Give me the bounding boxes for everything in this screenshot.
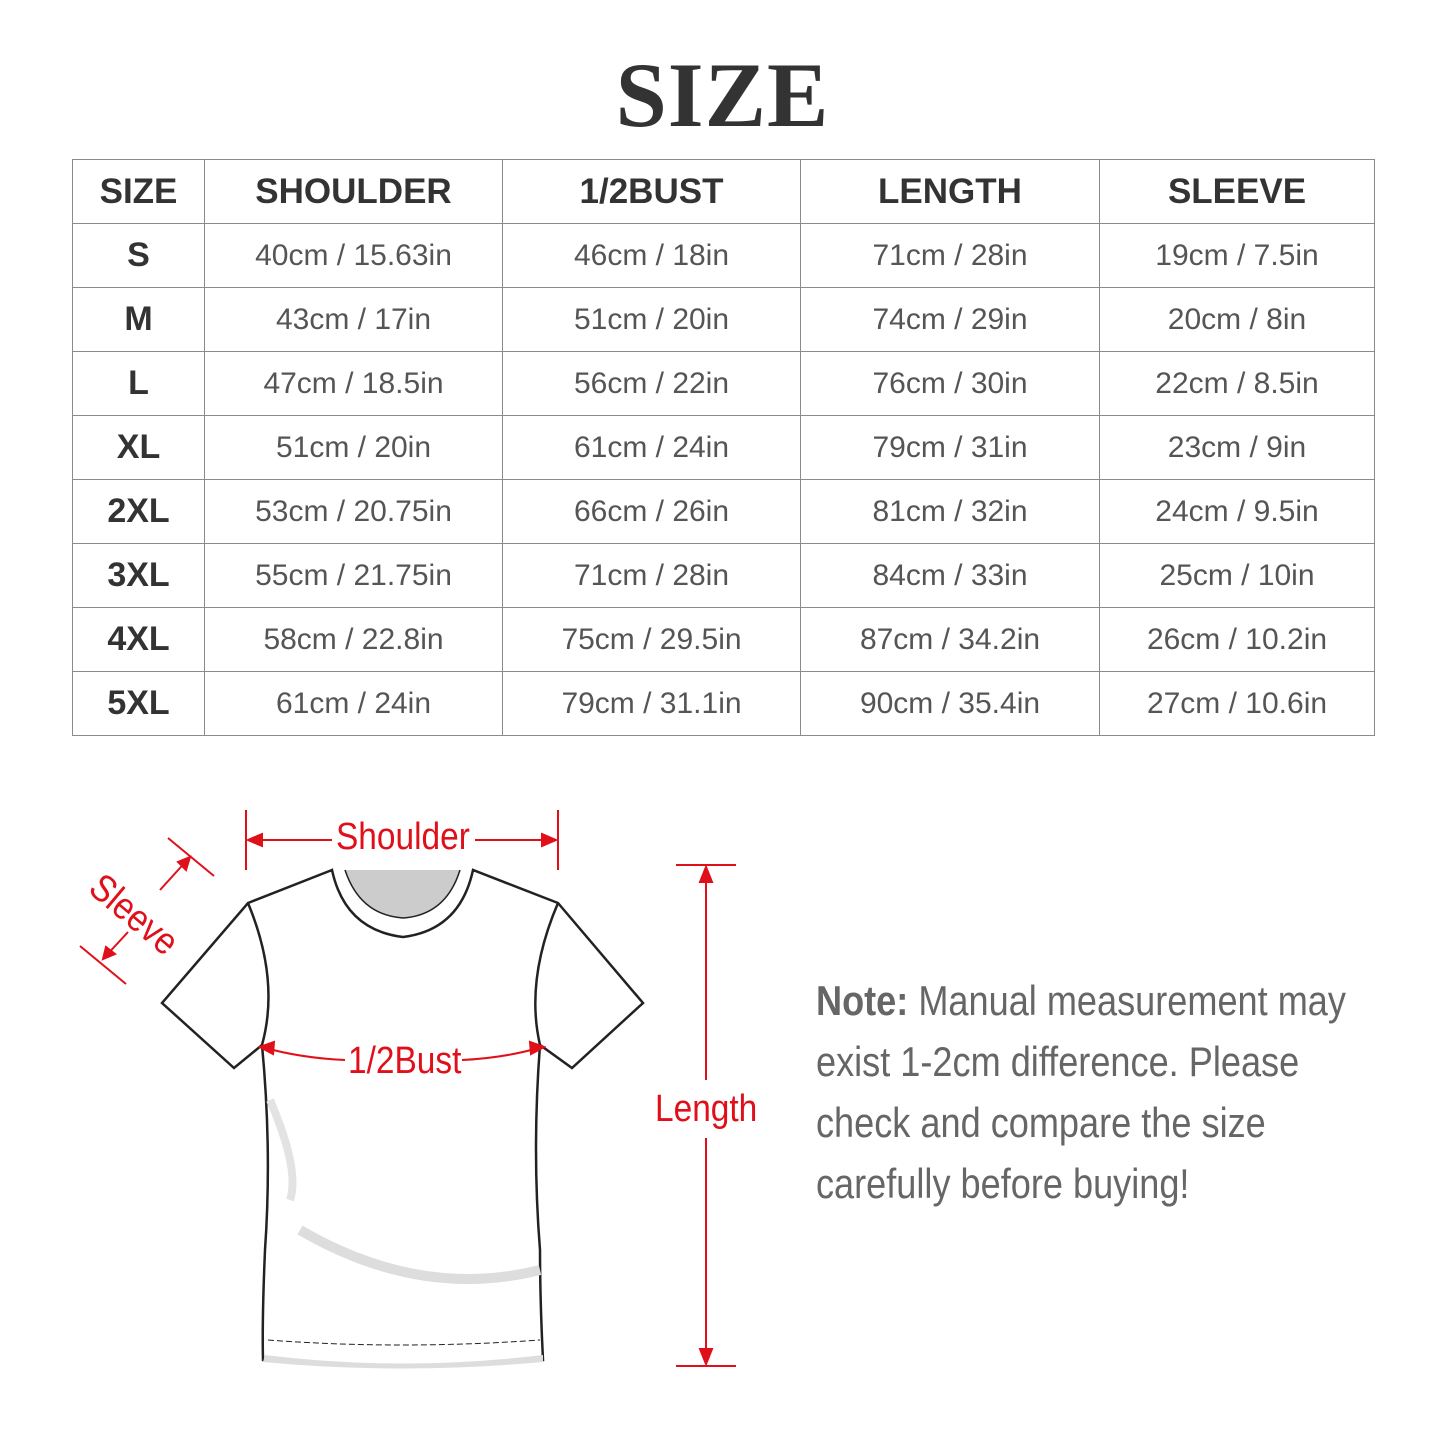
measure-lines [79, 810, 736, 1367]
header-length: LENGTH [800, 159, 1100, 224]
size-cell: L [72, 351, 205, 416]
header-bust: 1/2BUST [502, 159, 801, 224]
measurement-cell: 24cm / 9.5in [1099, 479, 1375, 544]
measurement-cell: 76cm / 30in [800, 351, 1100, 416]
measurement-cell: 74cm / 29in [800, 287, 1100, 352]
header-size: SIZE [72, 159, 205, 224]
size-cell: 2XL [72, 479, 205, 544]
table-row: 2XL 53cm / 20.75in 66cm / 26in 81cm / 32in 2… [72, 479, 1375, 544]
page-title: SIZE [615, 44, 830, 146]
measurement-cell: 51cm / 20in [502, 287, 801, 352]
note-label: Note: [816, 977, 909, 1024]
measurement-cell: 40cm / 15.63in [204, 223, 503, 288]
tshirt-icon [160, 868, 645, 1369]
size-cell: 5XL [72, 671, 205, 736]
table-row: S 40cm / 15.63in 46cm / 18in 71cm / 28in 19c… [72, 223, 1375, 288]
measurement-cell: 43cm / 17in [204, 287, 503, 352]
measurement-cell: 26cm / 10.2in [1099, 607, 1375, 672]
header-sleeve: SLEEVE [1099, 159, 1375, 224]
measurement-cell: 71cm / 28in [502, 543, 801, 608]
size-cell: 4XL [72, 607, 205, 672]
measurement-cell: 46cm / 18in [502, 223, 801, 288]
size-table: SIZE SHOULDER 1/2BUST LENGTH SLEEVE S 40c… [72, 159, 1375, 736]
length-label: Length [655, 1088, 758, 1130]
measurement-cell: 47cm / 18.5in [204, 351, 503, 416]
size-cell: 3XL [72, 543, 205, 608]
measurement-cell: 84cm / 33in [800, 543, 1100, 608]
table-row: XL 51cm / 20in 61cm / 24in 79cm / 31in 23cm … [72, 415, 1375, 480]
measurement-cell: 22cm / 8.5in [1099, 351, 1375, 416]
measurement-cell: 61cm / 24in [204, 671, 503, 736]
measurement-cell: 61cm / 24in [502, 415, 801, 480]
measurement-cell: 25cm / 10in [1099, 543, 1375, 608]
measurement-cell: 79cm / 31in [800, 415, 1100, 480]
table-row: L 47cm / 18.5in 56cm / 22in 76cm / 30in 22cm… [72, 351, 1375, 416]
size-cell: M [72, 287, 205, 352]
measurement-cell: 27cm / 10.6in [1099, 671, 1375, 736]
size-cell: S [72, 223, 205, 288]
note-body: Manual measurement may exist 1-2cm diffe… [816, 977, 1346, 1207]
measurement-cell: 53cm / 20.75in [204, 479, 503, 544]
table-row: 3XL 55cm / 21.75in 71cm / 28in 84cm / 33in 2… [72, 543, 1375, 608]
measurement-cell: 75cm / 29.5in [502, 607, 801, 672]
measurement-cell: 23cm / 9in [1099, 415, 1375, 480]
table-header-row: SIZE SHOULDER 1/2BUST LENGTH SLEEVE [72, 159, 1375, 224]
measurement-cell: 66cm / 26in [502, 479, 801, 544]
measurement-cell: 58cm / 22.8in [204, 607, 503, 672]
measurement-cell: 55cm / 21.75in [204, 543, 503, 608]
measurement-cell: 56cm / 22in [502, 351, 801, 416]
measurement-cell: 20cm / 8in [1099, 287, 1375, 352]
note-text: Note: Manual measurement may exist 1-2cm… [816, 970, 1401, 1214]
shoulder-label: Shoulder [336, 816, 470, 858]
table-row: 5XL 61cm / 24in 79cm / 31.1in 90cm / 35.4in… [72, 671, 1375, 736]
table-row: M 43cm / 17in 51cm / 20in 74cm / 29in 20cm /… [72, 287, 1375, 352]
measurement-cell: 81cm / 32in [800, 479, 1100, 544]
measurement-cell: 90cm / 35.4in [800, 671, 1100, 736]
bust-label: 1/2Bust [348, 1040, 462, 1082]
measurement-cell: 79cm / 31.1in [502, 671, 801, 736]
measurement-cell: 19cm / 7.5in [1099, 223, 1375, 288]
measurement-cell: 51cm / 20in [204, 415, 503, 480]
